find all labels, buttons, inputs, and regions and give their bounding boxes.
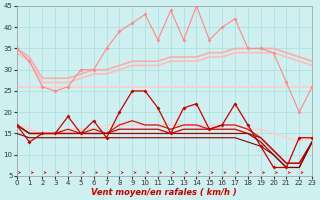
X-axis label: Vent moyen/en rafales ( km/h ): Vent moyen/en rafales ( km/h ) (92, 188, 237, 197)
